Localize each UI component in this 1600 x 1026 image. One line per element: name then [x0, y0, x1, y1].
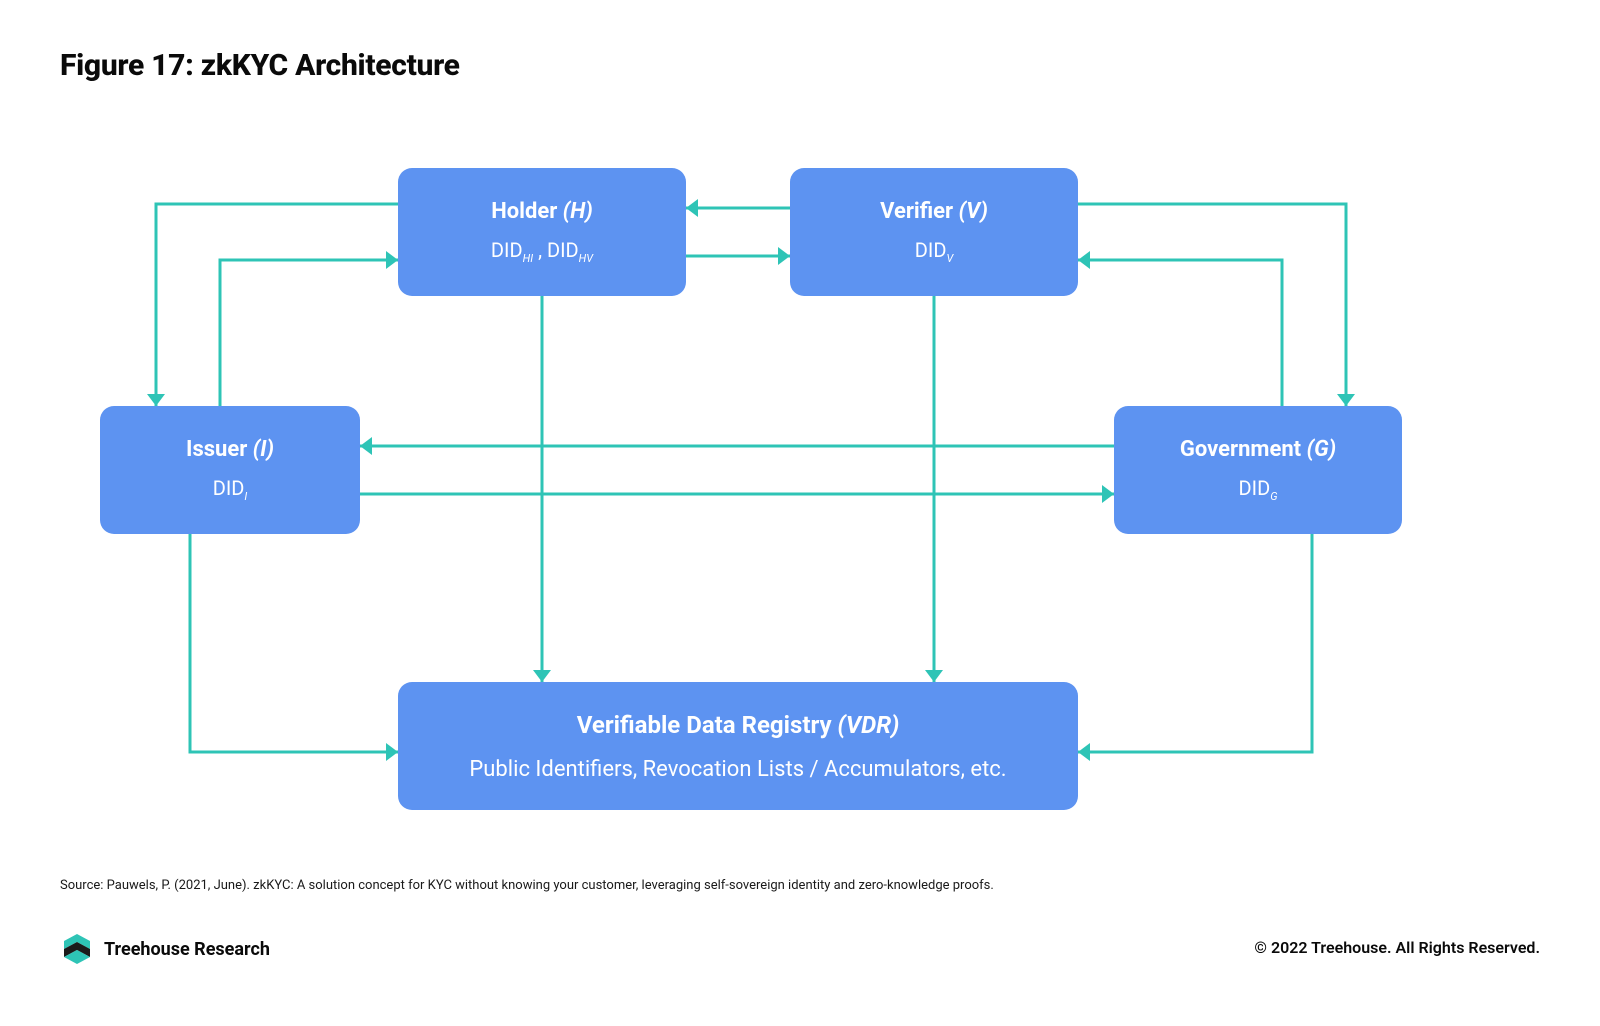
node-government-sub: DIDG	[1239, 476, 1278, 503]
node-holder-title: Holder (H)	[491, 199, 593, 224]
node-verifier: Verifier (V) DIDV	[790, 168, 1078, 296]
node-verifier-sub: DIDV	[915, 238, 954, 265]
node-issuer-title: Issuer (I)	[186, 437, 274, 462]
node-vdr-title: Verifiable Data Registry (VDR)	[577, 711, 900, 739]
node-vdr-sub: Public Identifiers, Revocation Lists / A…	[469, 757, 1006, 782]
node-government: Government (G) DIDG	[1114, 406, 1402, 534]
treehouse-logo-icon	[60, 930, 94, 968]
footer-brand-text: Treehouse Research	[104, 939, 270, 960]
node-issuer-sub: DIDI	[213, 476, 248, 503]
footer-brand: Treehouse Research	[60, 930, 270, 968]
source-text: Source: Pauwels, P. (2021, June). zkKYC:…	[60, 878, 994, 893]
node-holder-sub: DIDHI , DIDHV	[491, 238, 593, 265]
figure-title: Figure 17: zkKYC Architecture	[60, 48, 460, 83]
node-vdr: Verifiable Data Registry (VDR) Public Id…	[398, 682, 1078, 810]
node-issuer: Issuer (I) DIDI	[100, 406, 360, 534]
node-government-title: Government (G)	[1180, 437, 1336, 462]
footer-copyright: © 2022 Treehouse. All Rights Reserved.	[1254, 938, 1540, 957]
node-holder: Holder (H) DIDHI , DIDHV	[398, 168, 686, 296]
node-verifier-title: Verifier (V)	[880, 199, 988, 224]
